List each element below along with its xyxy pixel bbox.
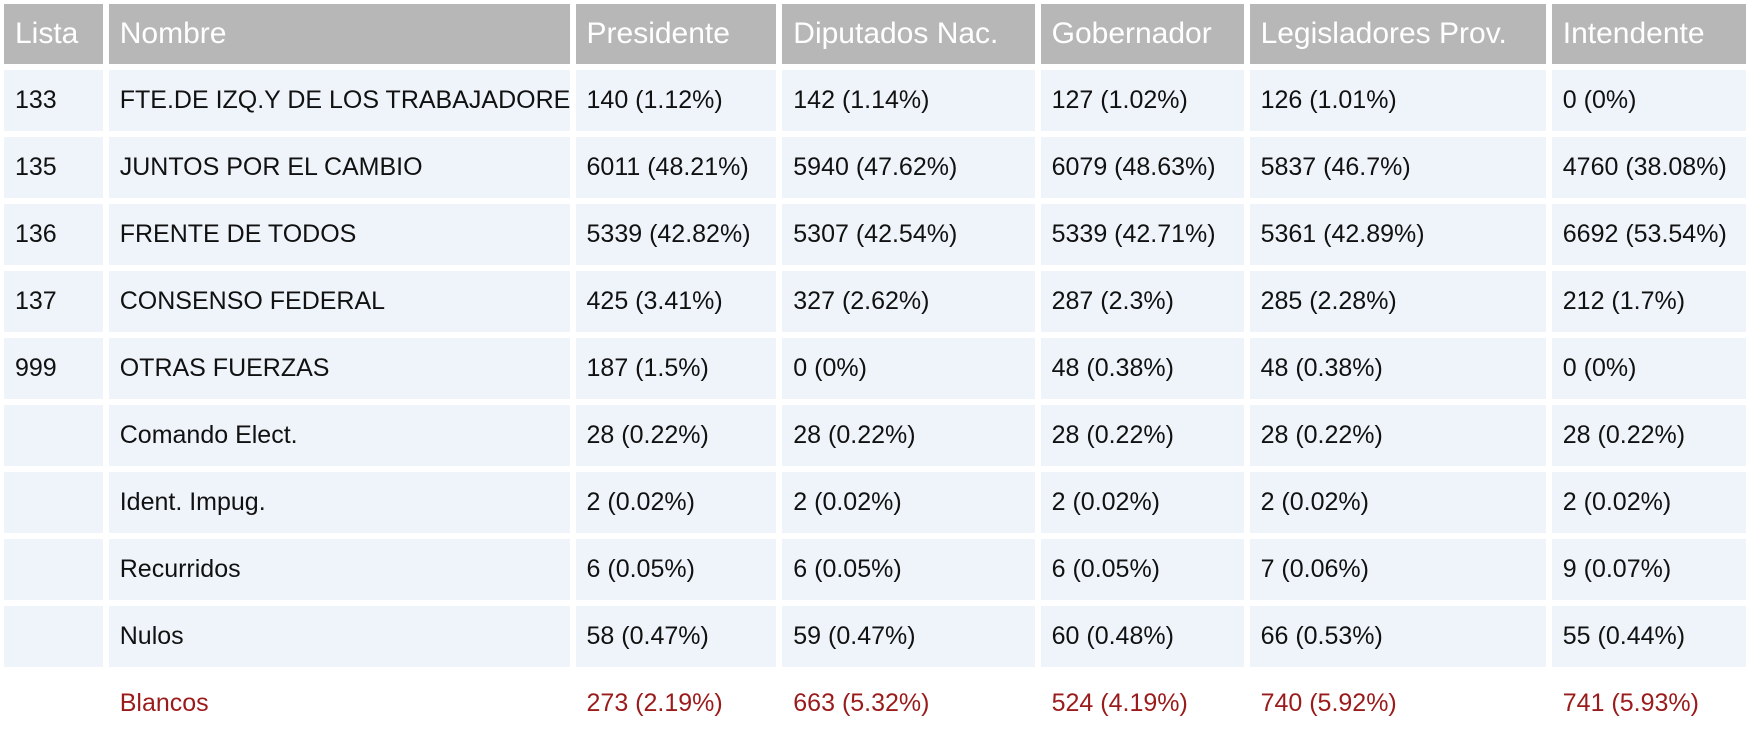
header-intendente: Intendente	[1551, 4, 1746, 64]
cell-presidente: 2 (0.02%)	[575, 472, 777, 533]
cell-presidente: 5339 (42.82%)	[575, 204, 777, 265]
cell-presidente: 187 (1.5%)	[575, 338, 777, 399]
cell-nombre: Comando Elect.	[108, 405, 570, 466]
cell-nombre: Recurridos	[108, 539, 570, 600]
cell-gobernador: 5339 (42.71%)	[1040, 204, 1244, 265]
cell-intendente: 0 (0%)	[1551, 70, 1746, 131]
cell-diputados: 327 (2.62%)	[782, 271, 1035, 332]
cell-legisladores: 2 (0.02%)	[1249, 472, 1546, 533]
cell-legisladores: 126 (1.01%)	[1249, 70, 1546, 131]
cell-legisladores: 7 (0.06%)	[1249, 539, 1546, 600]
cell-lista: 133	[4, 70, 103, 131]
table-row: 135 JUNTOS POR EL CAMBIO 6011 (48.21%) 5…	[4, 137, 1746, 198]
cell-intendente: 4760 (38.08%)	[1551, 137, 1746, 198]
cell-nombre: Ident. Impug.	[108, 472, 570, 533]
cell-legisladores: 740 (5.92%)	[1249, 673, 1546, 734]
cell-intendente: 28 (0.22%)	[1551, 405, 1746, 466]
cell-gobernador: 6 (0.05%)	[1040, 539, 1244, 600]
cell-gobernador: 60 (0.48%)	[1040, 606, 1244, 667]
cell-legisladores: 48 (0.38%)	[1249, 338, 1546, 399]
cell-diputados: 0 (0%)	[782, 338, 1035, 399]
cell-lista	[4, 539, 103, 600]
cell-intendente: 741 (5.93%)	[1551, 673, 1746, 734]
cell-nombre: Blancos	[108, 673, 570, 734]
cell-gobernador: 524 (4.19%)	[1040, 673, 1244, 734]
cell-nombre: Nulos	[108, 606, 570, 667]
cell-lista	[4, 405, 103, 466]
cell-diputados: 6 (0.05%)	[782, 539, 1035, 600]
cell-gobernador: 127 (1.02%)	[1040, 70, 1244, 131]
header-row: Lista Nombre Presidente Diputados Nac. G…	[4, 4, 1746, 64]
cell-legisladores: 5837 (46.7%)	[1249, 137, 1546, 198]
cell-legisladores: 285 (2.28%)	[1249, 271, 1546, 332]
table-row: Recurridos 6 (0.05%) 6 (0.05%) 6 (0.05%)…	[4, 539, 1746, 600]
header-lista: Lista	[4, 4, 103, 64]
cell-gobernador: 48 (0.38%)	[1040, 338, 1244, 399]
table-row: Ident. Impug. 2 (0.02%) 2 (0.02%) 2 (0.0…	[4, 472, 1746, 533]
cell-lista: 137	[4, 271, 103, 332]
cell-diputados: 142 (1.14%)	[782, 70, 1035, 131]
cell-gobernador: 2 (0.02%)	[1040, 472, 1244, 533]
cell-nombre: FTE.DE IZQ.Y DE LOS TRABAJADORES	[108, 70, 570, 131]
cell-nombre: FRENTE DE TODOS	[108, 204, 570, 265]
cell-presidente: 28 (0.22%)	[575, 405, 777, 466]
table-row: 136 FRENTE DE TODOS 5339 (42.82%) 5307 (…	[4, 204, 1746, 265]
cell-gobernador: 28 (0.22%)	[1040, 405, 1244, 466]
table-row: 137 CONSENSO FEDERAL 425 (3.41%) 327 (2.…	[4, 271, 1746, 332]
header-presidente: Presidente	[575, 4, 777, 64]
cell-diputados: 663 (5.32%)	[782, 673, 1035, 734]
cell-intendente: 2 (0.02%)	[1551, 472, 1746, 533]
cell-intendente: 9 (0.07%)	[1551, 539, 1746, 600]
table-row: Nulos 58 (0.47%) 59 (0.47%) 60 (0.48%) 6…	[4, 606, 1746, 667]
cell-gobernador: 287 (2.3%)	[1040, 271, 1244, 332]
cell-intendente: 55 (0.44%)	[1551, 606, 1746, 667]
cell-presidente: 140 (1.12%)	[575, 70, 777, 131]
cell-intendente: 0 (0%)	[1551, 338, 1746, 399]
header-nombre: Nombre	[108, 4, 570, 64]
cell-lista	[4, 472, 103, 533]
cell-nombre: JUNTOS POR EL CAMBIO	[108, 137, 570, 198]
cell-diputados: 2 (0.02%)	[782, 472, 1035, 533]
table-row: 999 OTRAS FUERZAS 187 (1.5%) 0 (0%) 48 (…	[4, 338, 1746, 399]
cell-legisladores: 5361 (42.89%)	[1249, 204, 1546, 265]
cell-lista: 136	[4, 204, 103, 265]
table-row: 133 FTE.DE IZQ.Y DE LOS TRABAJADORES 140…	[4, 70, 1746, 131]
cell-presidente: 6 (0.05%)	[575, 539, 777, 600]
cell-nombre: OTRAS FUERZAS	[108, 338, 570, 399]
cell-intendente: 6692 (53.54%)	[1551, 204, 1746, 265]
cell-presidente: 273 (2.19%)	[575, 673, 777, 734]
cell-intendente: 212 (1.7%)	[1551, 271, 1746, 332]
header-diputados: Diputados Nac.	[782, 4, 1035, 64]
cell-diputados: 5940 (47.62%)	[782, 137, 1035, 198]
cell-diputados: 5307 (42.54%)	[782, 204, 1035, 265]
table-row: Comando Elect. 28 (0.22%) 28 (0.22%) 28 …	[4, 405, 1746, 466]
cell-legisladores: 28 (0.22%)	[1249, 405, 1546, 466]
table-row-blancos: Blancos 273 (2.19%) 663 (5.32%) 524 (4.1…	[4, 673, 1746, 734]
cell-nombre: CONSENSO FEDERAL	[108, 271, 570, 332]
header-legisladores: Legisladores Prov.	[1249, 4, 1546, 64]
cell-presidente: 425 (3.41%)	[575, 271, 777, 332]
cell-presidente: 58 (0.47%)	[575, 606, 777, 667]
cell-lista: 999	[4, 338, 103, 399]
cell-lista	[4, 606, 103, 667]
cell-presidente: 6011 (48.21%)	[575, 137, 777, 198]
cell-diputados: 28 (0.22%)	[782, 405, 1035, 466]
header-gobernador: Gobernador	[1040, 4, 1244, 64]
cell-gobernador: 6079 (48.63%)	[1040, 137, 1244, 198]
cell-diputados: 59 (0.47%)	[782, 606, 1035, 667]
cell-lista: 135	[4, 137, 103, 198]
cell-legisladores: 66 (0.53%)	[1249, 606, 1546, 667]
cell-lista	[4, 673, 103, 734]
